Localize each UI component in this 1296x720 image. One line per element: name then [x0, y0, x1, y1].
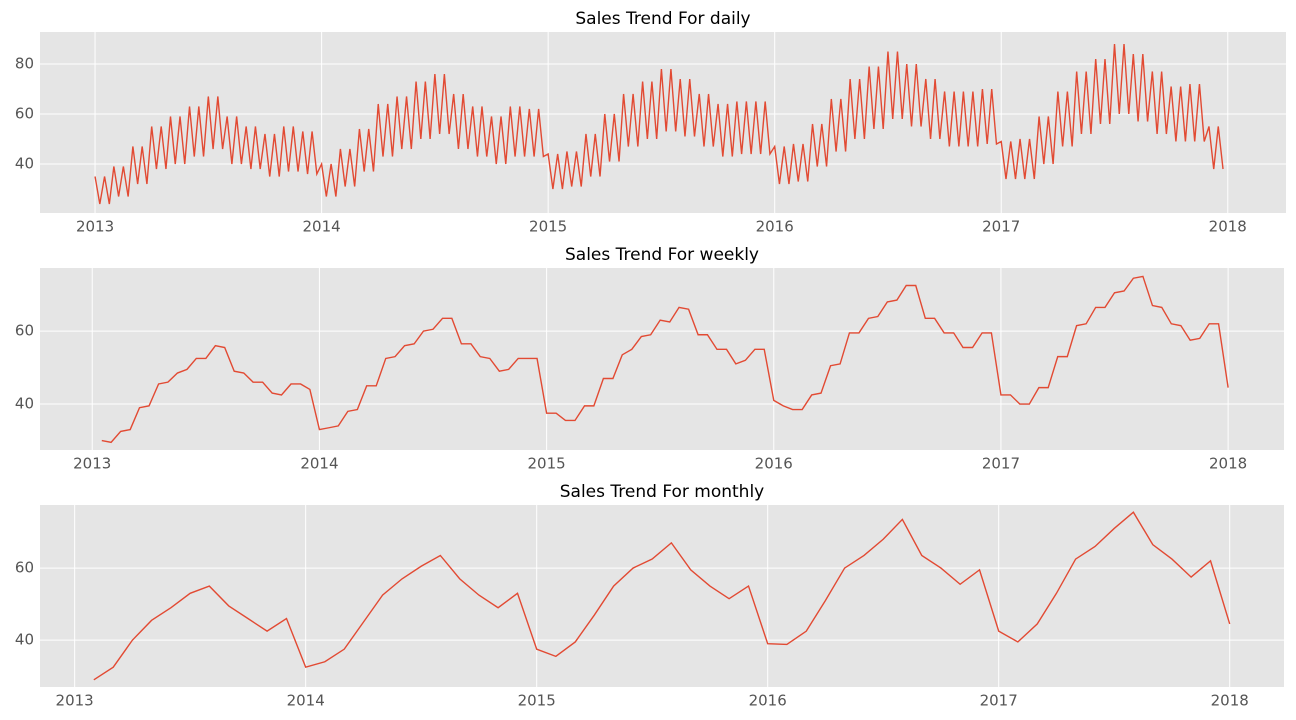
- x-tick-label: 2014: [300, 455, 338, 473]
- plot-area: [40, 505, 1284, 687]
- x-tick-label: 2017: [980, 692, 1018, 710]
- x-tick-label: 2015: [528, 455, 566, 473]
- x-tick-label: 2014: [303, 218, 341, 236]
- x-tick-label: 2016: [756, 218, 794, 236]
- chart-title: Sales Trend For weekly: [565, 245, 759, 265]
- x-tick-label: 2013: [56, 692, 94, 710]
- y-tick-label: 40: [15, 631, 34, 649]
- chart-title: Sales Trend For monthly: [560, 482, 765, 502]
- y-tick-label: 60: [15, 322, 34, 340]
- x-tick-label: 2016: [755, 455, 793, 473]
- x-tick-label: 2017: [982, 218, 1020, 236]
- x-tick-label: 2018: [1209, 218, 1247, 236]
- x-tick-label: 2017: [982, 455, 1020, 473]
- plot-area: [40, 32, 1286, 213]
- x-tick-label: 2018: [1209, 455, 1247, 473]
- y-tick-label: 40: [15, 395, 34, 413]
- x-tick-label: 2018: [1211, 692, 1249, 710]
- series-line: [101, 275, 1229, 444]
- y-tick-label: 60: [15, 559, 34, 577]
- y-tick-label: 40: [15, 155, 34, 173]
- series-line: [94, 43, 1224, 205]
- x-tick-label: 2013: [73, 455, 111, 473]
- chart-title: Sales Trend For daily: [575, 9, 750, 29]
- x-tick-label: 2015: [518, 692, 556, 710]
- x-tick-label: 2016: [749, 692, 787, 710]
- plot-area: [40, 268, 1284, 450]
- x-tick-label: 2015: [529, 218, 567, 236]
- y-tick-label: 60: [15, 105, 34, 123]
- x-tick-label: 2013: [76, 218, 114, 236]
- y-tick-label: 80: [15, 55, 34, 73]
- x-tick-label: 2014: [287, 692, 325, 710]
- series-line: [93, 511, 1231, 681]
